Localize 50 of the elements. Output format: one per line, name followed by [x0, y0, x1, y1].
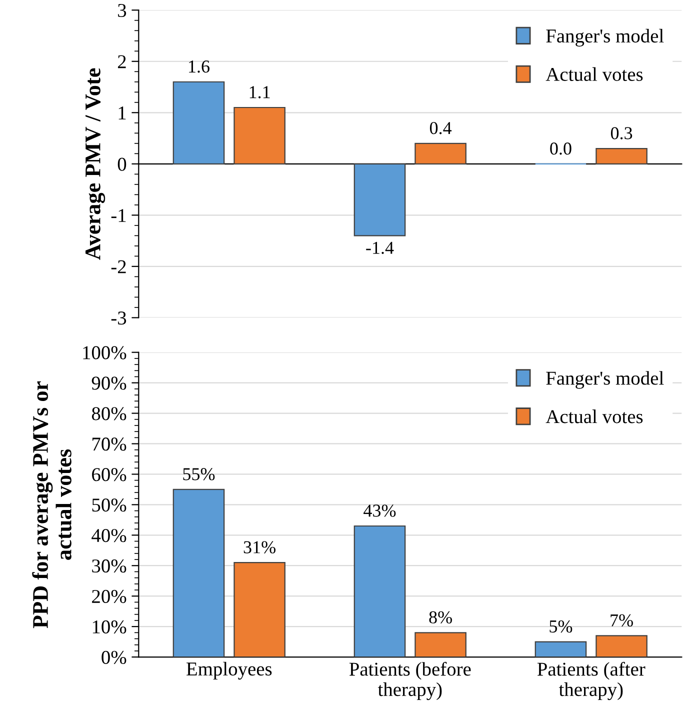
legend-label: Fanger's model [546, 371, 664, 389]
data-label: 0.0 [550, 142, 572, 155]
x-tick-label: Patients (before therapy) [349, 662, 471, 700]
data-label: 1.1 [250, 86, 270, 98]
bar [414, 632, 466, 658]
bar [354, 163, 406, 236]
y-tick-label: 0 [118, 158, 126, 171]
data-label: -1.4 [366, 242, 394, 254]
y-tick-label: 60% [92, 468, 126, 482]
data-label: 0.4 [430, 122, 452, 134]
y-tick-label: 100% [83, 346, 126, 360]
bar [172, 81, 225, 164]
bar [172, 488, 225, 658]
y-tick-label: 30% [92, 559, 126, 573]
y-tick-label: 2 [118, 55, 126, 68]
y-axis-title: PPD for average PMVs or actual votes [32, 381, 72, 628]
legend-label: Actual votes [546, 410, 643, 424]
legend-label: Actual votes [546, 67, 643, 81]
y-tick-label: 1 [118, 106, 126, 120]
y-tick-label: 50% [92, 498, 126, 512]
y-tick-label: -1 [111, 209, 126, 222]
y-tick-label: 20% [92, 590, 126, 604]
bar [534, 641, 587, 658]
y-tick-label: 10% [92, 620, 126, 634]
bar [596, 635, 648, 658]
bar [234, 106, 286, 164]
y-tick-label: -2 [111, 260, 126, 274]
data-label: 31% [244, 541, 276, 554]
data-label: 1.6 [189, 60, 210, 73]
x-tick-label: Patients (after therapy) [537, 662, 646, 700]
bar [414, 142, 466, 164]
y-axis-title: Average PMV / Vote [86, 68, 106, 260]
y-tick-label: 80% [92, 407, 126, 420]
data-label: 0.3 [610, 127, 632, 140]
bar [596, 148, 648, 164]
y-tick-label: 3 [118, 4, 126, 18]
y-tick-label: 0% [102, 650, 126, 664]
x-tick-label: Employees [186, 662, 272, 680]
data-label: 8% [429, 611, 452, 624]
data-label: 43% [364, 504, 396, 517]
data-label: 55% [183, 468, 215, 480]
legend-label: Fanger's model [546, 28, 664, 47]
y-tick-label: -3 [111, 312, 126, 325]
y-tick-label: 90% [92, 376, 126, 390]
bar [354, 525, 406, 658]
data-label: 5% [550, 620, 572, 633]
y-tick-label: 40% [92, 528, 126, 542]
data-label: 7% [610, 614, 633, 627]
y-tick-label: 70% [92, 438, 126, 451]
bar [234, 562, 286, 658]
